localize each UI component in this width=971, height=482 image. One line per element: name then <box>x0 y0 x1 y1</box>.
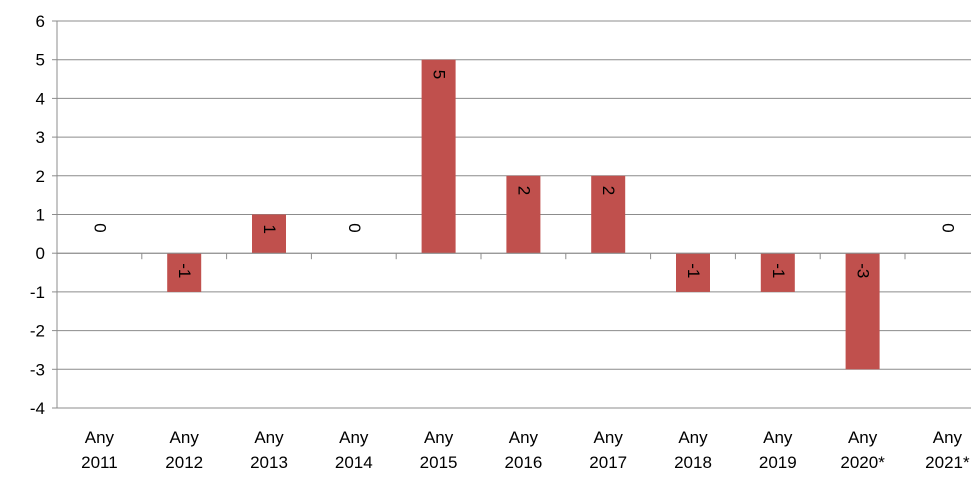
axes <box>52 20 971 409</box>
bar <box>845 253 880 370</box>
x-tick-label-line: Any <box>509 428 539 447</box>
data-label: -1 <box>769 263 788 278</box>
bar <box>676 253 710 292</box>
x-tick-label-line: Any <box>678 428 708 447</box>
data-label: -1 <box>684 263 703 278</box>
bar <box>506 175 541 254</box>
bar <box>591 175 626 254</box>
y-tick-label: -2 <box>30 322 45 341</box>
x-tick-label: Any 2014 <box>335 428 373 472</box>
y-tick-label: 5 <box>36 51 45 70</box>
data-label: 2 <box>514 186 533 195</box>
data-label: -1 <box>175 263 194 278</box>
x-tick-label-line: Any <box>933 428 963 447</box>
data-label: 2 <box>599 186 618 195</box>
y-tick-label: 6 <box>36 12 45 31</box>
x-tick-label-line: 2019 <box>759 453 797 472</box>
x-tick-label: Any 2021* <box>925 428 970 472</box>
x-tick-label-line: Any <box>848 428 878 447</box>
x-tick-label-line: 2017 <box>589 453 627 472</box>
bar <box>421 59 456 254</box>
x-tick-label-line: 2015 <box>420 453 458 472</box>
data-label: -3 <box>854 263 873 278</box>
x-tick-label-line: Any <box>763 428 793 447</box>
bar <box>252 214 286 254</box>
x-tick-label-line: 2020* <box>840 453 885 472</box>
y-tick-label: 0 <box>36 244 45 263</box>
y-tick-label: 4 <box>36 89 45 108</box>
x-tick-label-line: 2012 <box>165 453 203 472</box>
data-label: 0 <box>90 223 109 232</box>
bar <box>760 253 795 292</box>
x-tick-label-line: Any <box>170 428 200 447</box>
x-tick-label: Any 2019 <box>759 428 797 472</box>
x-tick-label-line: Any <box>339 428 369 447</box>
y-tick-label: -4 <box>30 399 45 418</box>
data-labels: 0 -1 1 0 5 2 2 -1 -1 -3 0 <box>90 70 957 279</box>
x-tick-label: Any 2011 <box>81 428 118 472</box>
x-tick-label: Any 2013 <box>250 428 288 472</box>
x-tick-label-line: 2021* <box>925 453 970 472</box>
x-tick-label-line: 2014 <box>335 453 373 472</box>
y-tick-labels: 6 5 4 3 2 1 0 -1 -2 -3 -4 <box>30 12 45 418</box>
y-tick-label: 2 <box>36 167 45 186</box>
x-tick-label: Any 2017 <box>589 428 627 472</box>
data-label: 0 <box>345 223 364 232</box>
x-tick-label: Any 2020* <box>840 428 885 472</box>
x-tick-label: Any 2015 <box>420 428 458 472</box>
data-label: 0 <box>938 223 957 232</box>
x-tick-label-line: 2011 <box>81 453 118 472</box>
y-tick-label: -3 <box>30 360 45 379</box>
y-tick-label: -1 <box>30 283 45 302</box>
x-tick-label: Any 2012 <box>165 428 203 472</box>
x-tick-label-line: Any <box>85 428 115 447</box>
x-tick-label-line: Any <box>594 428 624 447</box>
bar <box>167 253 202 292</box>
x-tick-label: Any 2016 <box>504 428 542 472</box>
bars <box>167 59 880 370</box>
x-tick-label-line: Any <box>424 428 454 447</box>
y-tick-label: 3 <box>36 128 45 147</box>
x-tick-labels: Any 2011 Any 2012 Any 2013 Any 2014 Any 2015 Any 20… <box>81 428 970 472</box>
x-tick-label-line: Any <box>254 428 284 447</box>
y-tick-label: 1 <box>36 206 45 225</box>
x-tick-label-line: 2018 <box>674 453 712 472</box>
x-tick-label-line: 2013 <box>250 453 288 472</box>
data-label: 1 <box>260 225 279 234</box>
data-label: 5 <box>430 70 449 79</box>
x-tick-label-line: 2016 <box>504 453 542 472</box>
x-tick-label: Any 2018 <box>674 428 712 472</box>
